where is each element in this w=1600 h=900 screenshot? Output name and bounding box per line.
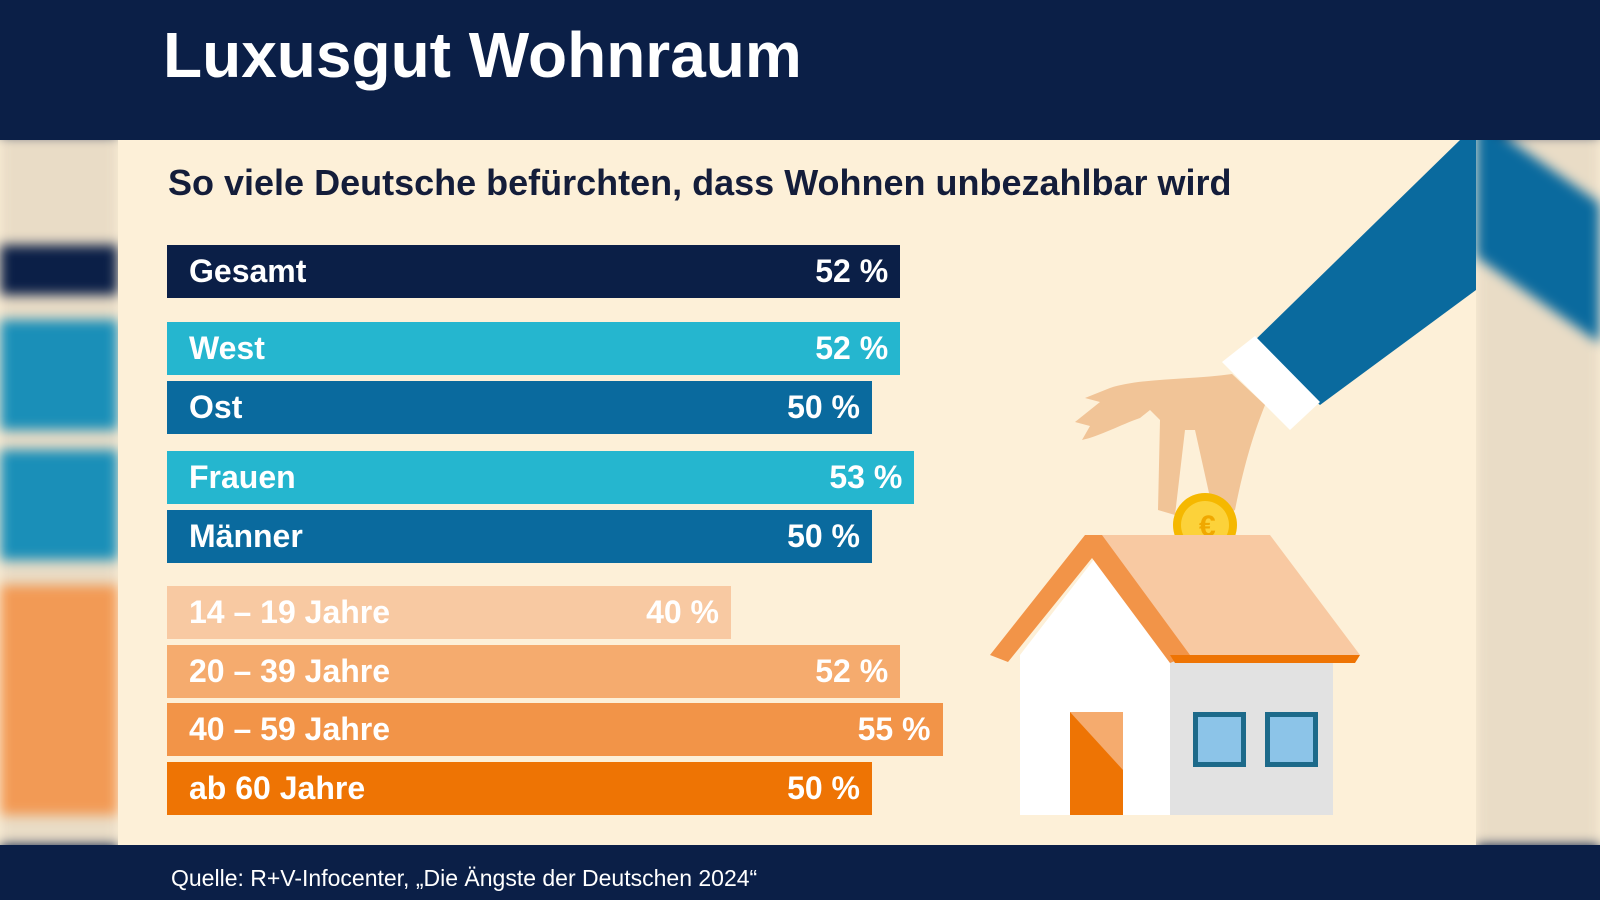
- bar: West 52 %: [167, 322, 901, 375]
- bar: ab 60 Jahre 50 %: [167, 762, 872, 815]
- bar-label: ab 60 Jahre: [189, 770, 366, 806]
- bar-label: Ost: [189, 389, 243, 425]
- hand-icon: [1075, 140, 1476, 520]
- page-title: Luxusgut Wohnraum: [163, 19, 802, 91]
- house-piggy-bank-illustration: €: [990, 140, 1476, 815]
- bar-label: West: [189, 330, 265, 366]
- bar-value-label: 50 %: [787, 389, 860, 425]
- bar-label: 40 – 59 Jahre: [189, 711, 391, 747]
- bar: 20 – 39 Jahre 52 %: [167, 645, 901, 698]
- bar-value-label: 53 %: [829, 459, 903, 495]
- bar-label: 20 – 39 Jahre: [189, 653, 391, 689]
- bar-label: 14 – 19 Jahre: [189, 594, 391, 630]
- bar: Gesamt 52 %: [167, 245, 901, 298]
- header-bar: [0, 0, 1600, 140]
- chart-subtitle: So viele Deutsche befürchten, dass Wohne…: [168, 162, 1232, 203]
- svg-text:€: €: [1199, 510, 1216, 543]
- bar: Ost 50 %: [167, 381, 872, 434]
- bar: Frauen 53 %: [167, 451, 915, 504]
- bar-label: Männer: [189, 518, 303, 554]
- bar-value-label: 52 %: [815, 253, 889, 289]
- bar-value-label: 52 %: [815, 653, 889, 689]
- bar-value-label: 55 %: [857, 711, 931, 747]
- bar-value-label: 52 %: [815, 330, 889, 366]
- footer-bar: [0, 845, 1600, 900]
- bar-value-label: 50 %: [787, 770, 860, 806]
- house-piggy-bank-icon: [990, 535, 1360, 815]
- bar: 14 – 19 Jahre 40 %: [167, 586, 731, 639]
- bar-label: Gesamt: [189, 253, 307, 289]
- bar-label: Frauen: [189, 459, 296, 495]
- bar-value-label: 50 %: [787, 518, 860, 554]
- bar: 40 – 59 Jahre 55 %: [167, 703, 943, 756]
- bar: Männer 50 %: [167, 510, 872, 563]
- source-note: Quelle: R+V-Infocenter, „Die Ängste der …: [171, 865, 758, 891]
- bar-value-label: 40 %: [646, 594, 719, 630]
